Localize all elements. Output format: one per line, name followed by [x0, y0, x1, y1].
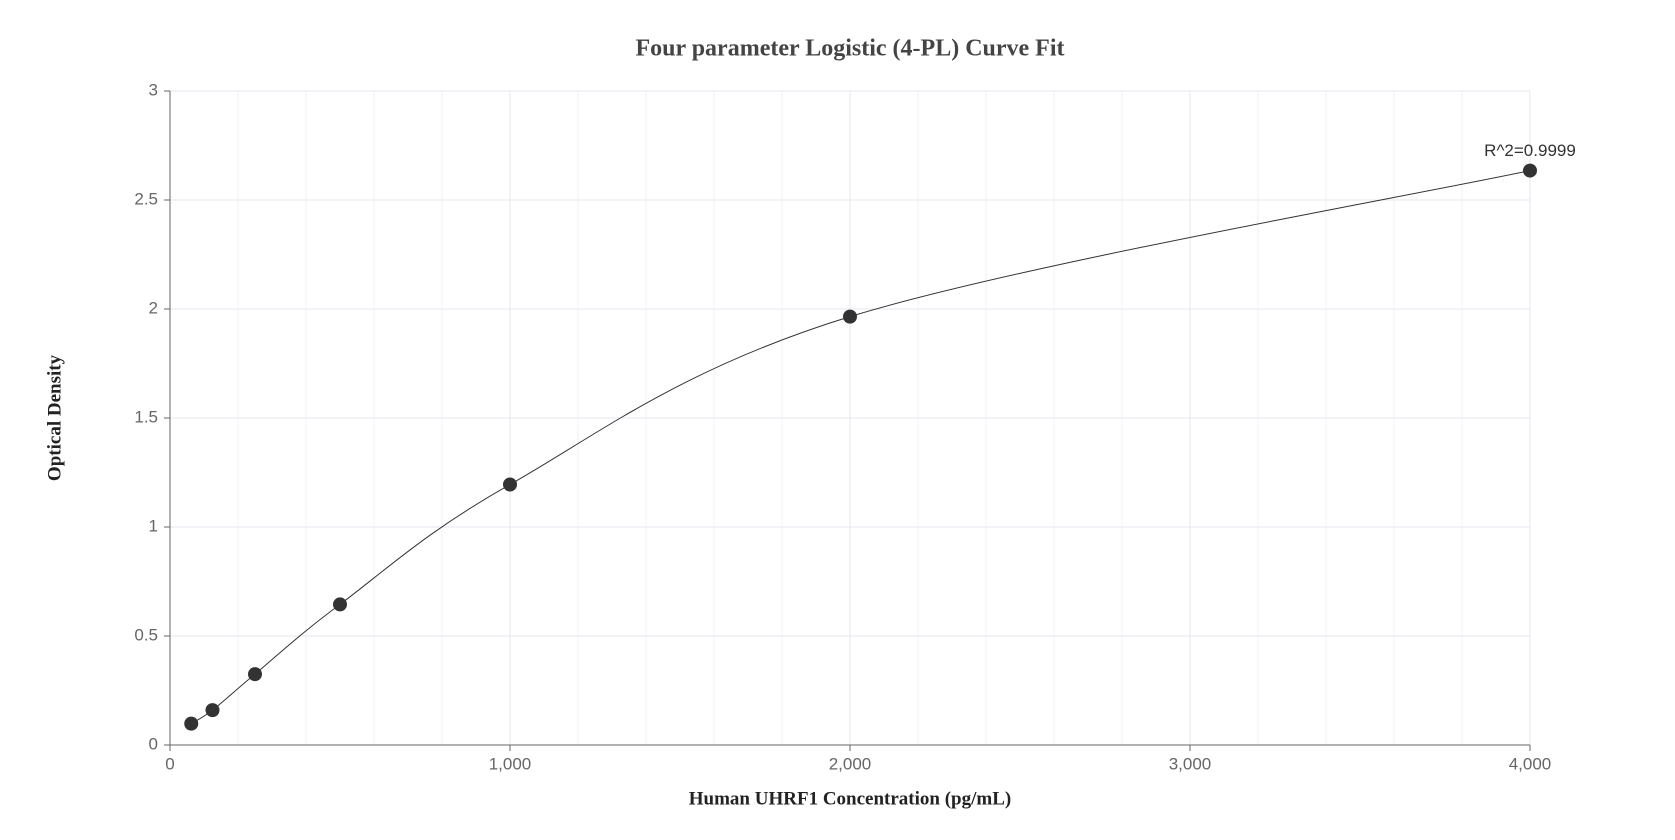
x-axis-title: Human UHRF1 Concentration (pg/mL): [689, 788, 1011, 809]
data-point: [333, 597, 347, 612]
y-tick-label: 0: [149, 734, 158, 753]
x-tick-label: 0: [165, 754, 174, 773]
y-tick-label: 1.5: [134, 407, 158, 426]
chart-title: Four parameter Logistic (4-PL) Curve Fit: [635, 36, 1064, 62]
fit-curve: [190, 170, 1531, 725]
y-tick-label: 2: [149, 298, 158, 317]
data-point: [248, 667, 262, 682]
data-point: [1523, 163, 1537, 178]
y-tick-label: 0.5: [134, 625, 158, 644]
x-tick-label: 2,000: [829, 754, 872, 773]
data-point: [843, 309, 857, 324]
y-tick-label: 3: [149, 80, 158, 99]
x-tick-label: 1,000: [489, 754, 532, 773]
annotation: R^2=0.9999: [1484, 141, 1576, 160]
data-point: [205, 703, 220, 718]
data-point: [184, 716, 199, 731]
x-tick-label: 4,000: [1509, 754, 1552, 773]
y-tick-label: 1: [149, 516, 158, 535]
y-tick-label: 2.5: [134, 189, 158, 208]
y-axis-title: Optical Density: [44, 354, 65, 481]
x-tick-label: 3,000: [1169, 754, 1212, 773]
data-point: [503, 477, 517, 492]
